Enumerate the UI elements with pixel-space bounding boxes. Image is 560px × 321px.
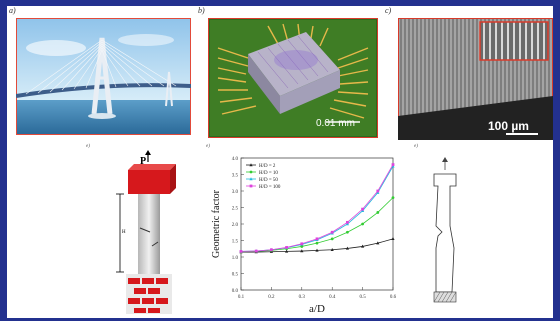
y-tick-label: 3.5 [232, 174, 239, 179]
microchip-image: 0.01 mm [208, 18, 378, 138]
data-point-0-7 [345, 246, 349, 250]
data-point-3-5 [315, 237, 319, 241]
data-point-3-9 [376, 189, 380, 193]
x-tick-label: 0.6 [390, 295, 397, 300]
x-tick-label: 0.1 [238, 295, 245, 300]
legend-label-0: H/D = 2 [259, 164, 276, 169]
data-point-1-6 [330, 237, 334, 241]
data-point-3-2 [270, 248, 273, 252]
legend-marker-1 [249, 170, 253, 174]
x-tick-label: 0.5 [359, 295, 366, 300]
data-point-0-6 [330, 247, 334, 251]
x-tick-label: 0.3 [299, 295, 306, 300]
data-point-0-9 [376, 241, 380, 245]
data-point-3-7 [346, 220, 349, 224]
panel-f-label: e) [414, 144, 418, 149]
bridge-image [16, 18, 191, 135]
data-point-1-8 [361, 222, 364, 226]
data-point-1-9 [376, 211, 380, 214]
x-tick-label: 0.4 [329, 295, 336, 300]
data-point-3-6 [330, 230, 334, 234]
column-schematic: P H [100, 150, 190, 318]
y-tick-label: 2.5 [232, 207, 239, 212]
data-point-3-0 [239, 249, 243, 253]
geometric-factor-chart: 0.0 0.5 1.0 1.5 2.0 2.5 3.0 3.5 4.0 0.1 0.2 0.3 0.4 0… [205, 150, 405, 318]
data-point-1-10 [391, 196, 395, 199]
data-point-3-8 [361, 207, 364, 211]
y-tick-label: 1.5 [232, 240, 239, 245]
microchip-scalebar-label: 0.01 mm [316, 118, 355, 129]
y-tick-label: 0.5 [232, 273, 239, 278]
slide-frame-left [0, 0, 7, 321]
data-point-0-5 [315, 248, 319, 252]
sem-scalebar-label: 100 µm [488, 119, 529, 133]
buckled-column-outline [420, 156, 470, 306]
legend-label-2: H/D = 50 [259, 178, 278, 183]
data-point-3-4 [300, 242, 304, 246]
panel-d-label: e) [86, 144, 90, 149]
data-point-1-5 [315, 241, 319, 245]
slide-frame-right [553, 0, 560, 321]
legend-marker-3 [249, 184, 253, 188]
data-point-3-1 [254, 249, 258, 253]
y-axis-label: Geometric factor [211, 189, 222, 258]
panel-a-label: a) [9, 6, 16, 15]
data-point-3-10 [391, 163, 395, 166]
data-point-3-3 [285, 246, 288, 249]
data-point-0-4 [300, 249, 304, 253]
x-axis-label: a/D [309, 303, 325, 315]
panel-e-label: e) [206, 144, 210, 149]
y-tick-label: 2.0 [232, 223, 239, 228]
slide-frame-bottom [0, 318, 560, 321]
data-point-0-8 [361, 244, 365, 248]
y-tick-label: 3.0 [232, 190, 239, 195]
data-point-0-3 [285, 249, 289, 253]
height-label: H [122, 230, 126, 235]
y-tick-label: 1.0 [232, 256, 239, 261]
legend-label-1: H/D = 10 [259, 171, 278, 176]
data-point-0-10 [391, 237, 395, 241]
y-tick-label: 4.0 [232, 157, 239, 162]
legend-label-3: H/D = 100 [259, 185, 281, 190]
sem-image: 100 µm [398, 18, 553, 140]
panel-b-label: b) [198, 6, 205, 15]
load-label: P [140, 156, 147, 167]
x-tick-label: 0.2 [268, 295, 275, 300]
data-point-1-4 [300, 245, 304, 248]
legend-marker-2 [249, 177, 253, 181]
y-tick-label: 0.0 [232, 289, 239, 294]
slide-frame-top [0, 0, 560, 6]
legend-marker-0 [249, 163, 253, 167]
panel-c-label: c) [385, 6, 392, 15]
data-point-1-7 [346, 230, 349, 234]
